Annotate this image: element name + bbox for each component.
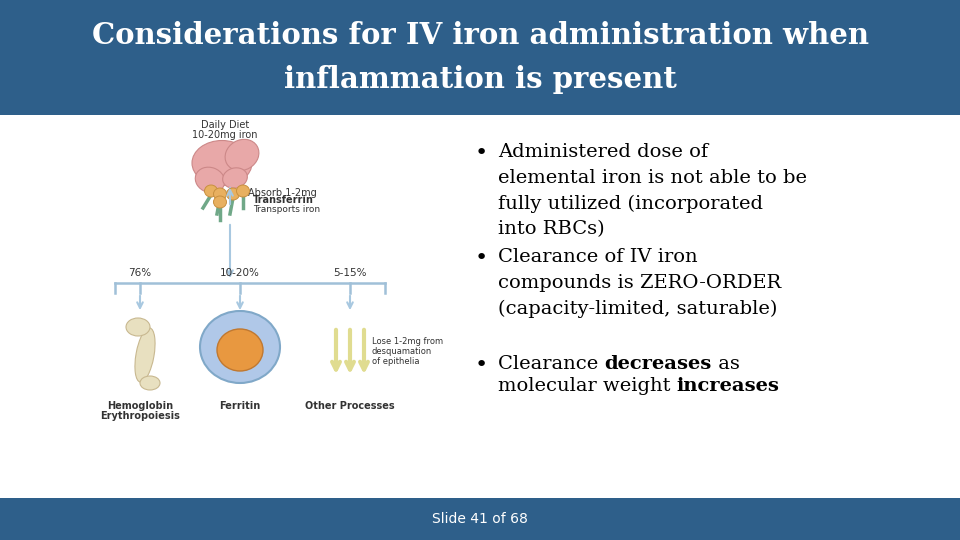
Text: Administered dose of
elemental iron is not able to be
fully utilized (incorporat: Administered dose of elemental iron is n… <box>498 143 807 239</box>
Text: Lose 1-2mg from: Lose 1-2mg from <box>372 338 444 347</box>
Ellipse shape <box>140 376 160 390</box>
Ellipse shape <box>227 188 239 200</box>
Text: decreases: decreases <box>605 355 711 373</box>
Text: Slide 41 of 68: Slide 41 of 68 <box>432 512 528 526</box>
Text: inflammation is present: inflammation is present <box>283 65 677 94</box>
Ellipse shape <box>192 140 252 186</box>
Ellipse shape <box>195 167 225 193</box>
Text: 76%: 76% <box>129 268 152 278</box>
Text: as: as <box>711 355 739 373</box>
Text: Absorb 1-2mg: Absorb 1-2mg <box>248 188 317 198</box>
Text: Considerations for IV iron administration when: Considerations for IV iron administratio… <box>91 21 869 50</box>
Text: 5-15%: 5-15% <box>333 268 367 278</box>
Ellipse shape <box>217 329 263 371</box>
Text: molecular weight: molecular weight <box>498 377 677 395</box>
Ellipse shape <box>200 311 280 383</box>
Text: Daily Diet: Daily Diet <box>201 120 250 130</box>
Ellipse shape <box>223 168 248 188</box>
Ellipse shape <box>204 185 218 197</box>
Bar <box>0 0 960 115</box>
Ellipse shape <box>135 328 156 382</box>
Ellipse shape <box>126 318 150 336</box>
Bar <box>0 498 960 540</box>
Ellipse shape <box>213 196 227 208</box>
Text: Other Processes: Other Processes <box>305 401 395 411</box>
Text: •: • <box>475 355 489 375</box>
Text: Clearance of IV iron
compounds is ZERO-ORDER
(capacity-limited, saturable): Clearance of IV iron compounds is ZERO-O… <box>498 248 781 318</box>
Text: Transferrin: Transferrin <box>253 195 314 205</box>
Ellipse shape <box>213 188 227 200</box>
Text: desquamation: desquamation <box>372 348 432 356</box>
Text: Clearance: Clearance <box>498 355 605 373</box>
Text: •: • <box>475 248 489 268</box>
Text: •: • <box>475 143 489 163</box>
Text: of epithelia: of epithelia <box>372 357 420 367</box>
Text: increases: increases <box>677 377 780 395</box>
Text: Erythropoiesis: Erythropoiesis <box>100 411 180 421</box>
Text: Transports iron: Transports iron <box>253 206 320 214</box>
Text: 10-20mg iron: 10-20mg iron <box>192 130 257 140</box>
Text: Ferritin: Ferritin <box>220 401 260 411</box>
Text: 10-20%: 10-20% <box>220 268 260 278</box>
Ellipse shape <box>225 139 259 171</box>
Text: Hemoglobin: Hemoglobin <box>107 401 173 411</box>
Ellipse shape <box>236 185 250 197</box>
